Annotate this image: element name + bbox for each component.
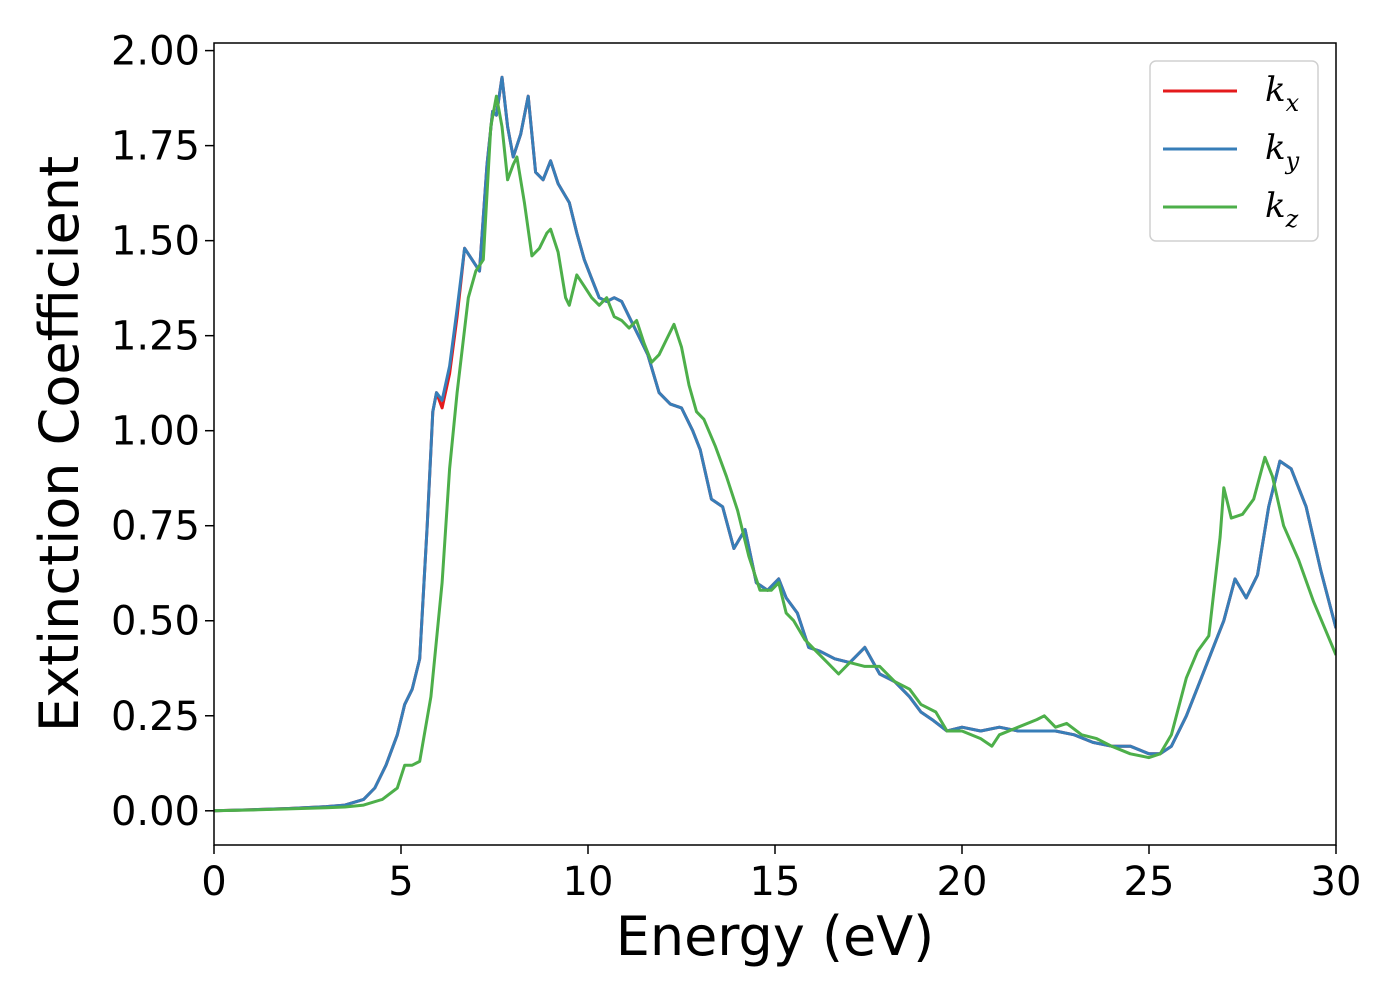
y-tick-label: 0.50 <box>111 599 200 645</box>
y-tick-label: 1.25 <box>111 314 200 360</box>
y-tick-label: 1.00 <box>111 409 200 455</box>
legend: kx ky kz <box>1149 60 1319 242</box>
series-line-kz <box>214 94 1336 813</box>
x-tick-label: 20 <box>937 859 988 905</box>
legend-label-ky: ky <box>1265 128 1300 175</box>
y-axis-ticks: 0.00 0.25 0.50 0.75 1.00 1.25 1.50 1.75 2.00 <box>111 29 214 835</box>
x-tick-label: 5 <box>388 859 413 905</box>
y-tick-label: 0.75 <box>111 504 200 550</box>
x-tick-label: 0 <box>201 859 226 905</box>
legend-label-kx: kx <box>1265 70 1300 117</box>
legend-label-kz: kz <box>1265 186 1299 233</box>
y-tick-label: 0.25 <box>111 694 200 740</box>
y-tick-label: 1.50 <box>111 219 200 265</box>
x-tick-label: 25 <box>1124 859 1175 905</box>
series-layer <box>214 75 1336 813</box>
y-tick-label: 2.00 <box>111 29 200 75</box>
series-line-ky <box>214 75 1336 813</box>
legend-box <box>1149 60 1319 242</box>
y-tick-label: 1.75 <box>111 124 200 170</box>
x-tick-label: 30 <box>1311 859 1362 905</box>
y-tick-label: 0.00 <box>111 789 200 835</box>
y-axis-title: Extinction Coefficient <box>28 156 91 732</box>
x-tick-label: 10 <box>563 859 614 905</box>
x-axis-ticks: 0 5 10 15 20 25 30 <box>201 845 1361 905</box>
x-tick-label: 15 <box>750 859 801 905</box>
x-axis-title: Energy (eV) <box>616 905 935 968</box>
